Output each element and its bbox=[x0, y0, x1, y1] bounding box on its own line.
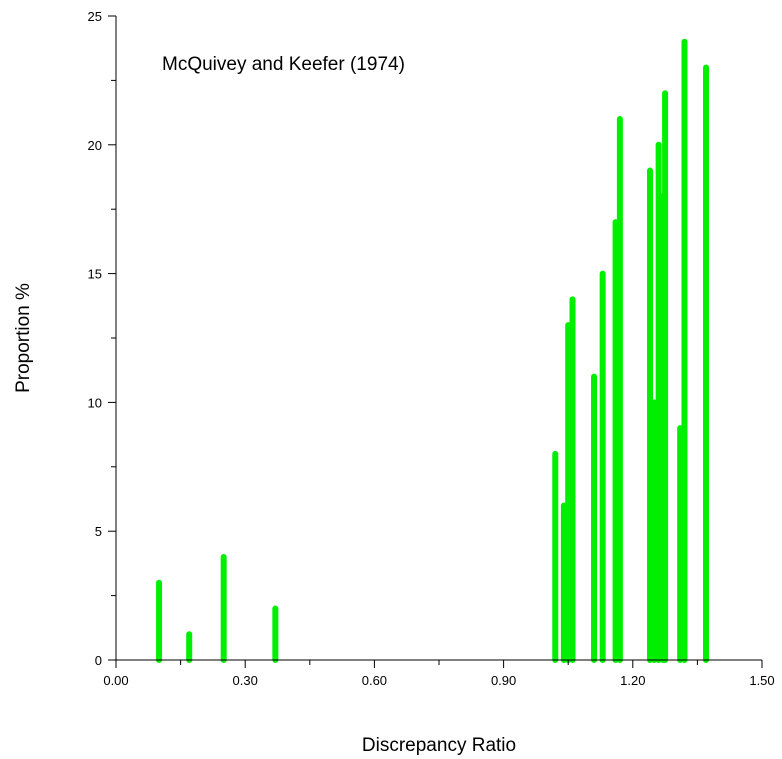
bar-series bbox=[156, 38, 710, 663]
x-tick-label: 0.90 bbox=[491, 673, 516, 688]
y-tick-label: 10 bbox=[88, 395, 102, 410]
y-tick-label: 15 bbox=[88, 267, 102, 282]
x-tick-label: 1.50 bbox=[749, 673, 774, 688]
x-tick-label: 0.60 bbox=[362, 673, 387, 688]
y-axis-title: Proportion % bbox=[13, 283, 34, 393]
x-tick-label: 1.20 bbox=[620, 673, 645, 688]
x-axis-ticks: 0.00 0.30 0.60 0.90 1.20 1.50 bbox=[103, 660, 775, 688]
y-tick-label: 0 bbox=[95, 653, 102, 668]
y-tick-label: 25 bbox=[88, 9, 102, 24]
x-axis-title: Discrepancy Ratio bbox=[362, 735, 516, 756]
y-axis-ticks: 0 5 10 15 20 25 bbox=[88, 9, 116, 668]
x-tick-label: 0.00 bbox=[103, 673, 128, 688]
chart-annotation: McQuivey and Keefer (1974) bbox=[162, 54, 405, 75]
y-tick-label: 5 bbox=[95, 524, 102, 539]
x-tick-label: 0.30 bbox=[233, 673, 258, 688]
y-tick-label: 20 bbox=[88, 138, 102, 153]
